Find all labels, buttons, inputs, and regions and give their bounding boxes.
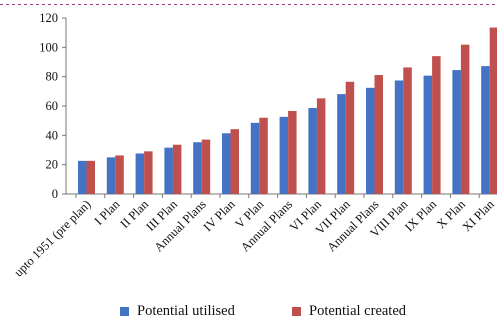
x-tick-label: XI Plan bbox=[460, 197, 497, 235]
bar-utilised bbox=[481, 66, 490, 194]
bar-utilised bbox=[366, 87, 375, 194]
bar-created bbox=[288, 110, 297, 194]
bar-created bbox=[115, 155, 124, 194]
x-tick-label: IX Plan bbox=[402, 197, 440, 235]
bar-created bbox=[230, 129, 239, 194]
legend-swatch-utilised bbox=[120, 307, 129, 316]
legend-item-created: Potential created bbox=[292, 303, 406, 320]
bar-utilised bbox=[394, 80, 404, 194]
y-tick-label: 20 bbox=[46, 158, 59, 172]
bar-utilised bbox=[135, 153, 145, 194]
bar-created bbox=[460, 44, 470, 195]
y-tick-label: 100 bbox=[39, 40, 58, 54]
legend-label-created: Potential created bbox=[309, 303, 407, 319]
bar-created bbox=[345, 81, 355, 194]
bar-created bbox=[172, 144, 182, 194]
bar-created bbox=[144, 151, 153, 194]
y-tick-label: 0 bbox=[52, 187, 58, 201]
y-tick-label: 120 bbox=[39, 11, 58, 25]
x-tick-label: upto 1951 (pre plan) bbox=[11, 197, 93, 279]
legend-swatch-created bbox=[292, 307, 301, 316]
bar-created bbox=[374, 75, 383, 194]
bar-utilised bbox=[193, 142, 202, 194]
x-tick-label: IV Plan bbox=[201, 197, 239, 235]
y-tick-label: 40 bbox=[46, 128, 59, 142]
bar-utilised bbox=[279, 116, 289, 194]
bar-utilised bbox=[164, 147, 173, 194]
bar-created bbox=[316, 98, 326, 194]
bar-utilised bbox=[423, 75, 433, 194]
bar-utilised bbox=[222, 133, 231, 194]
bar-utilised bbox=[106, 157, 116, 194]
bar-utilised bbox=[250, 122, 260, 194]
x-tick-label: I Plan bbox=[92, 197, 123, 228]
bar-utilised bbox=[337, 94, 346, 194]
bar-created bbox=[403, 67, 412, 194]
bar-created bbox=[259, 117, 268, 194]
bar-utilised bbox=[78, 160, 87, 194]
chart-legend: Potential utilised Potential created bbox=[0, 303, 497, 323]
bar-created bbox=[201, 139, 211, 194]
bar-utilised bbox=[308, 108, 317, 194]
bar-created bbox=[86, 160, 95, 194]
legend-label-utilised: Potential utilised bbox=[137, 303, 235, 319]
legend-item-utilised: Potential utilised bbox=[120, 303, 235, 320]
bar-utilised bbox=[452, 70, 461, 194]
y-tick-label: 60 bbox=[46, 99, 59, 113]
bar-created bbox=[432, 56, 441, 195]
bar-created bbox=[489, 27, 497, 195]
y-tick-label: 80 bbox=[46, 70, 59, 84]
